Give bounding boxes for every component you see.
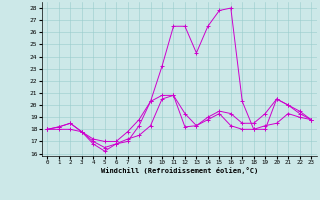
X-axis label: Windchill (Refroidissement éolien,°C): Windchill (Refroidissement éolien,°C) [100,167,258,174]
